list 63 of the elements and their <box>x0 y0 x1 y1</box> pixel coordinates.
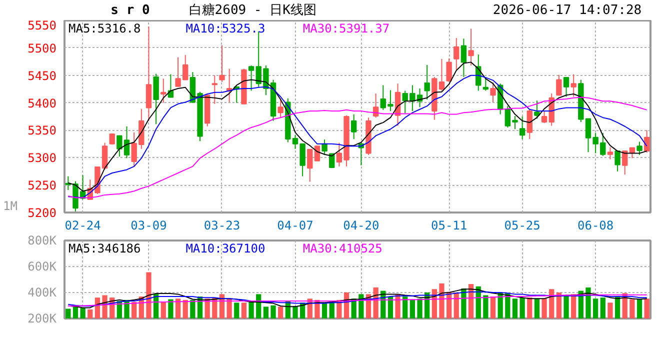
x-tick-label: 04-07 <box>277 218 314 232</box>
text: MA10:367100 <box>186 242 266 256</box>
x-tick-label: 03-09 <box>130 218 167 232</box>
candlestick <box>490 82 496 103</box>
candlestick <box>570 74 576 98</box>
y-tick-label: 5200 <box>28 206 57 220</box>
text: MA5:346186 <box>68 242 141 256</box>
candlestick <box>607 146 614 160</box>
candlestick <box>629 147 636 159</box>
y-tick-label: 600K <box>28 260 58 274</box>
y-tick-label: 5550 <box>28 18 57 32</box>
candlestick <box>454 38 460 70</box>
candlestick <box>153 73 159 125</box>
candlestick <box>248 64 254 92</box>
candlestick <box>534 100 540 120</box>
y-tick-label: 5450 <box>28 68 57 83</box>
text: 2026-06-17 14:07:28 <box>492 3 642 18</box>
y-tick-label: 800K <box>28 234 58 248</box>
text: MA10:5325.3 <box>186 22 266 36</box>
chart-title: 白糖2609 - 日K线图 <box>188 3 316 18</box>
candlestick <box>519 116 526 140</box>
text: s r 0 <box>110 3 150 18</box>
candlestick <box>636 141 642 156</box>
candlestick <box>563 77 570 98</box>
text: MA5:5316.8 <box>68 22 141 36</box>
candlestick <box>468 28 474 66</box>
candlestick <box>219 44 225 82</box>
x-tick-label: 03-23 <box>204 218 240 232</box>
candlestick <box>160 78 166 104</box>
candlestick <box>556 74 562 96</box>
candlestick <box>146 26 152 122</box>
candlestick <box>322 139 328 156</box>
y-tick-label: 5250 <box>28 178 57 193</box>
candlestick <box>614 150 620 172</box>
y-tick-label: 5300 <box>28 151 57 166</box>
y-tick-label: 200K <box>28 312 58 326</box>
x-tick-label: 04-20 <box>343 218 380 232</box>
text: MA30:410525 <box>302 242 382 256</box>
candlestick <box>446 58 452 82</box>
candlestick <box>314 146 320 162</box>
candlestick <box>424 64 430 100</box>
y-tick-label: 400K <box>28 286 58 300</box>
x-tick-label: 06-08 <box>578 218 614 232</box>
x-tick-label: 02-24 <box>64 218 101 232</box>
candlestick <box>350 114 357 140</box>
candlestick <box>109 134 115 145</box>
candlestick <box>212 74 218 104</box>
candlestick <box>278 98 284 118</box>
y-tick-label: 5350 <box>28 124 57 138</box>
line-series <box>68 96 648 198</box>
x-tick-label: 05-11 <box>431 218 468 232</box>
candlestick <box>526 108 532 140</box>
candlestick <box>622 150 628 176</box>
candlestick <box>307 148 313 182</box>
line-series <box>68 294 648 307</box>
candlestick <box>460 38 467 78</box>
candlestick <box>541 110 548 124</box>
y-tick-label: 5400 <box>28 96 57 110</box>
x-tick-label: 05-25 <box>504 218 540 232</box>
text: 1M <box>3 198 18 213</box>
y-tick-label: 5500 <box>28 41 57 56</box>
candlestick <box>482 76 489 92</box>
text: MA30:5391.37 <box>302 22 390 36</box>
